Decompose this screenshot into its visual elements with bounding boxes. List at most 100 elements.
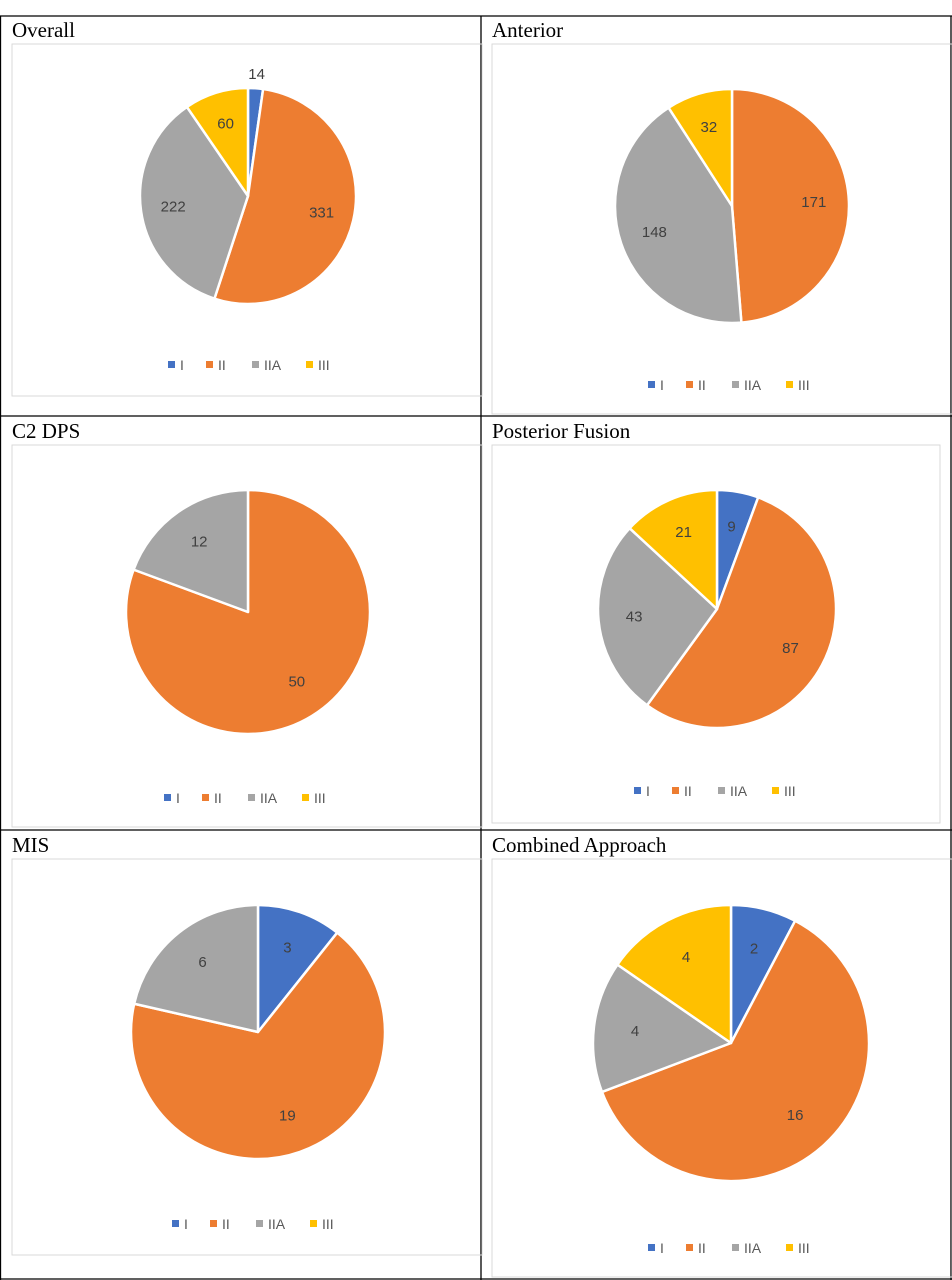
pie-slice-ii (129, 931, 387, 1161)
data-label-ii: 171 (801, 194, 826, 211)
chart-title: Overall (12, 18, 75, 42)
data-label-iia: 12 (191, 533, 208, 550)
legend-swatch-ii (206, 361, 213, 368)
legend-swatch-iii (772, 787, 779, 794)
data-label-ii: 50 (288, 674, 305, 691)
pie-slice-ii (213, 87, 358, 306)
legend-label-iia: IIA (268, 1216, 286, 1232)
legend-swatch-iii (302, 794, 309, 801)
pie-slice-iia (596, 526, 719, 707)
legend-label-ii: II (698, 377, 706, 393)
pie-slice-iia (591, 963, 733, 1094)
legend-swatch-iia (256, 1220, 263, 1227)
legend-label-ii: II (222, 1216, 230, 1232)
pie-slice-iii (185, 86, 250, 198)
pie-slice-ii (645, 496, 838, 730)
data-label-i: 14 (248, 66, 265, 83)
legend-swatch-i (164, 794, 171, 801)
data-label-iii: 21 (675, 524, 692, 541)
legend-swatch-i (634, 787, 641, 794)
data-label-ii: 16 (787, 1107, 804, 1124)
legend-label-ii: II (684, 783, 692, 799)
pie-slice-iii (616, 903, 733, 1045)
chart-title: MIS (12, 833, 49, 857)
chart-title: Posterior Fusion (492, 419, 631, 443)
legend-swatch-ii (686, 381, 693, 388)
data-label-i: 9 (727, 519, 735, 536)
legend-label-iii: III (798, 377, 810, 393)
chart-title: Anterior (492, 18, 563, 42)
legend-swatch-ii (202, 794, 209, 801)
legend-swatch-iia (718, 787, 725, 794)
legend-label-iii: III (314, 790, 326, 806)
legend-label-iia: IIA (730, 783, 748, 799)
data-label-iii: 4 (682, 949, 690, 966)
legend-label-i: I (180, 357, 184, 373)
data-label-iia: 4 (631, 1023, 639, 1040)
legend-label-iia: IIA (744, 377, 762, 393)
legend-label-iii: III (798, 1240, 810, 1256)
data-label-ii: 87 (782, 640, 799, 657)
chart-frame (11, 858, 483, 1256)
legend-label-i: I (660, 1240, 664, 1256)
pie-slice-iii (667, 87, 734, 208)
pie-slice-iii (628, 488, 719, 611)
legend-swatch-ii (672, 787, 679, 794)
legend-label-ii: II (218, 357, 226, 373)
legend-swatch-iii (306, 361, 313, 368)
pie-slice-ii (730, 87, 851, 324)
data-label-ii: 19 (279, 1107, 296, 1124)
legend-label-i: I (176, 790, 180, 806)
legend-swatch-i (648, 381, 655, 388)
pie-slice-ii (600, 919, 871, 1183)
legend-swatch-iii (786, 381, 793, 388)
legend-label-iii: III (318, 357, 330, 373)
data-label-iia: 43 (626, 609, 643, 626)
legend-label-i: I (184, 1216, 188, 1232)
legend-swatch-iii (786, 1244, 793, 1251)
legend-label-i: I (646, 783, 650, 799)
legend-swatch-i (168, 361, 175, 368)
legend-label-iia: IIA (744, 1240, 762, 1256)
pie-slice-iia (613, 106, 743, 325)
data-label-iii: 32 (701, 119, 718, 136)
data-label-iii: 60 (217, 115, 234, 132)
chart-frame (491, 444, 941, 824)
chart-title: C2 DPS (12, 419, 80, 443)
legend-label-iii: III (784, 783, 796, 799)
pie-slice-iia (132, 488, 250, 614)
legend-swatch-ii (210, 1220, 217, 1227)
legend-swatch-ii (686, 1244, 693, 1251)
legend-swatch-iia (732, 381, 739, 388)
legend-label-iii: III (322, 1216, 334, 1232)
legend-swatch-iii (310, 1220, 317, 1227)
legend-label-ii: II (214, 790, 222, 806)
legend-swatch-iia (252, 361, 259, 368)
legend-label-iia: IIA (264, 357, 282, 373)
chart-frame (11, 444, 483, 828)
legend-swatch-i (172, 1220, 179, 1227)
legend-swatch-iia (732, 1244, 739, 1251)
pie-slice-iia (138, 105, 250, 300)
legend-label-iia: IIA (260, 790, 278, 806)
chart-frame (491, 43, 952, 415)
data-label-i: 2 (750, 941, 758, 958)
chart-frame (491, 858, 952, 1278)
legend-swatch-iia (248, 794, 255, 801)
legend-swatch-i (648, 1244, 655, 1251)
pie-slice-iia (132, 903, 260, 1034)
data-label-i: 3 (283, 940, 291, 957)
data-label-iia: 222 (161, 198, 186, 215)
chart-frame (11, 43, 483, 397)
legend-label-i: I (660, 377, 664, 393)
pie-slice-i (256, 903, 339, 1034)
legend-label-ii: II (698, 1240, 706, 1256)
chart-title: Combined Approach (492, 833, 667, 857)
